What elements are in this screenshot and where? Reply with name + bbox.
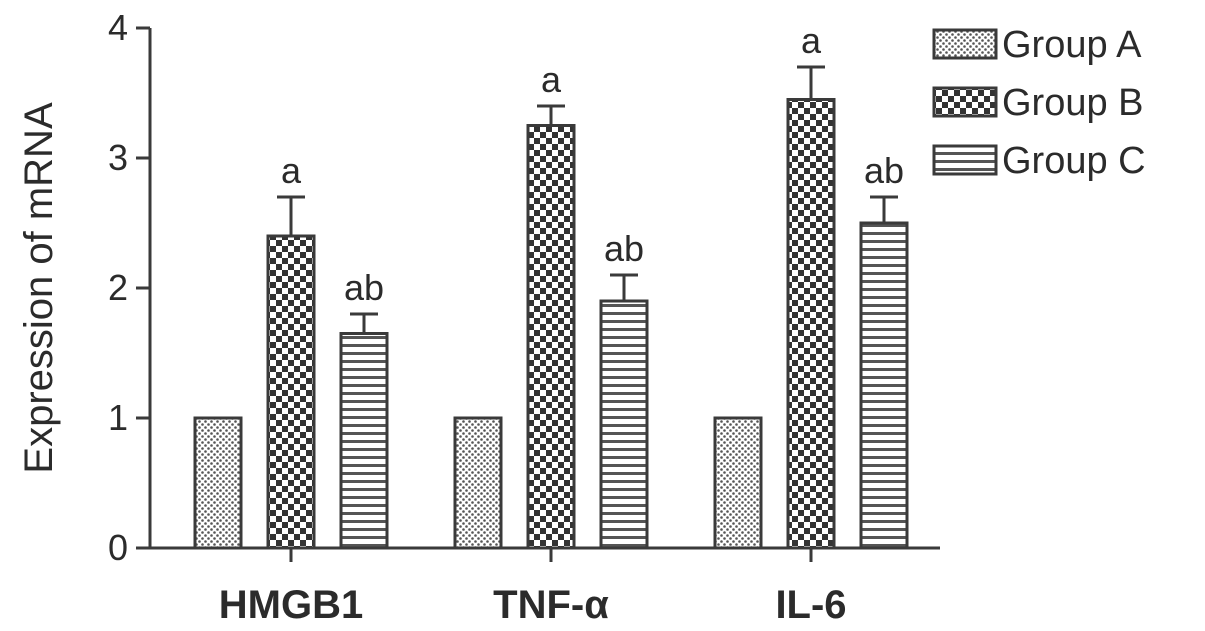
category-label: IL-6 bbox=[775, 583, 846, 627]
bar-hstripes bbox=[339, 332, 389, 550]
bar-dots bbox=[453, 416, 503, 550]
error-bars bbox=[277, 65, 898, 334]
y-tick-label: 4 bbox=[108, 7, 128, 48]
y-tick-label: 1 bbox=[108, 397, 128, 438]
y-tick-label: 2 bbox=[108, 267, 128, 308]
bar-hstripes bbox=[859, 221, 909, 550]
significance-label: a bbox=[541, 59, 562, 100]
legend: Group A Group B Group C bbox=[932, 24, 1146, 182]
bar-checker bbox=[786, 98, 836, 550]
legend-swatch-hstripes bbox=[932, 144, 998, 176]
legend-swatch-checker bbox=[932, 86, 998, 118]
bar-hstripes bbox=[599, 299, 649, 550]
legend-label: Group B bbox=[1002, 82, 1144, 124]
legend-label: Group A bbox=[1002, 24, 1142, 66]
y-tick-label: 0 bbox=[108, 527, 128, 568]
category-label: TNF-α bbox=[493, 583, 609, 627]
significance-labels: a ab a ab a ab bbox=[281, 20, 904, 308]
significance-label: ab bbox=[604, 228, 644, 269]
bar-checker bbox=[266, 234, 316, 550]
y-ticks: 0 1 2 3 4 bbox=[108, 7, 150, 568]
significance-label: a bbox=[281, 150, 302, 191]
bar-checker bbox=[526, 124, 576, 550]
legend-label: Group C bbox=[1002, 140, 1146, 182]
legend-swatch-dots bbox=[932, 28, 998, 60]
significance-label: a bbox=[801, 20, 822, 61]
bars bbox=[193, 98, 909, 550]
y-tick-label: 3 bbox=[108, 137, 128, 178]
category-labels: HMGB1 TNF-α IL-6 bbox=[219, 583, 847, 627]
significance-label: ab bbox=[864, 150, 904, 191]
category-label: HMGB1 bbox=[219, 583, 363, 627]
bar-dots bbox=[713, 416, 763, 550]
significance-label: ab bbox=[344, 267, 384, 308]
bar-dots bbox=[193, 416, 243, 550]
x-ticks bbox=[289, 548, 813, 562]
y-axis-label: Expression of mRNA bbox=[17, 102, 61, 474]
